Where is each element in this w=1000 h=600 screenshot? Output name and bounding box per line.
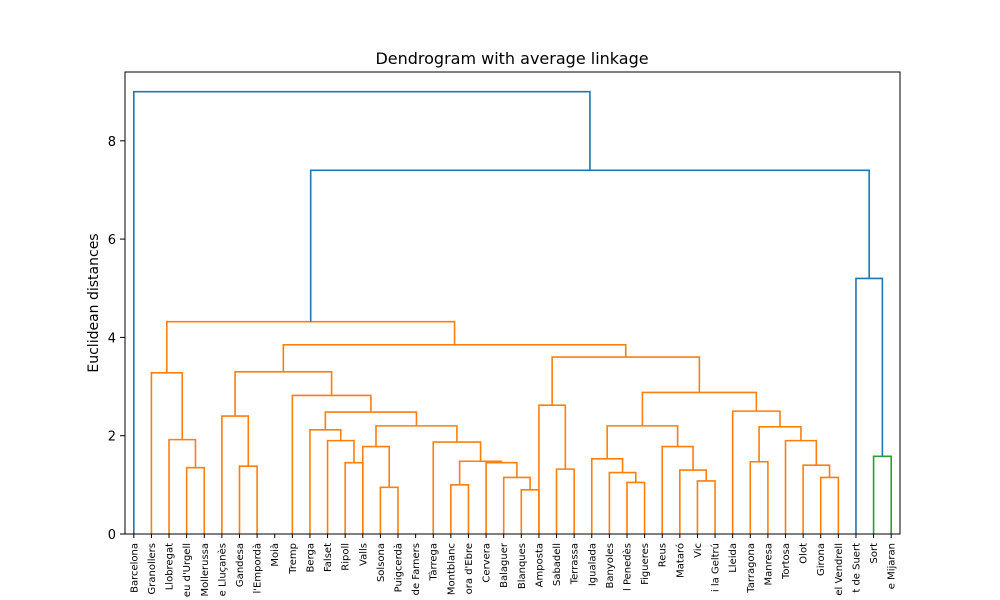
- leaf-label: Mataró: [674, 543, 686, 578]
- x-axis-leaf-labels: Barcelona Granollers Llobregat eu d'Urgell M…: [129, 534, 898, 597]
- leaf-label: Girona: [816, 543, 827, 576]
- dendrogram-link: [309, 169, 870, 322]
- leaf-label: Tortosa: [781, 543, 792, 580]
- dendrogram-link: [538, 404, 567, 534]
- dendrogram-link: [185, 466, 206, 534]
- leaf-label: Igualada: [587, 543, 598, 586]
- dendrogram-link: [502, 476, 531, 534]
- leaf-label: Berga: [305, 543, 316, 572]
- leaf-label: Montblanc: [446, 543, 457, 595]
- leaf-label: l'Empordà: [252, 543, 264, 593]
- leaf-label: Terrassa: [570, 543, 581, 585]
- leaf-label: eu d'Urgell: [182, 543, 193, 597]
- leaf-label: Solsona: [376, 543, 387, 582]
- y-tick-label: 2: [108, 430, 116, 445]
- y-tick-label: 6: [108, 233, 116, 248]
- leaf-label: Manresa: [763, 543, 774, 585]
- leaf-label: Falset: [323, 543, 334, 572]
- y-axis-label: Euclidean distances: [86, 233, 102, 372]
- leaf-label: Granollers: [147, 543, 158, 594]
- leaf-label: el Vendrell: [834, 543, 845, 596]
- leaf-label: Reus: [658, 543, 669, 567]
- dendrogram-link: [626, 481, 646, 534]
- dendrogram-link: [234, 371, 333, 417]
- leaf-label: ora d'Ebre: [464, 543, 475, 594]
- leaf-label: Vic: [693, 543, 704, 558]
- leaf-label: Figueres: [640, 543, 651, 585]
- dendrogram-link: [458, 460, 503, 485]
- leaf-label: Tremp: [288, 543, 299, 575]
- leaf-label: Ripoll: [341, 543, 352, 571]
- y-tick-label: 0: [108, 528, 116, 543]
- leaf-label: Sabadell: [552, 543, 563, 586]
- leaf-label: de Farners: [411, 543, 422, 595]
- leaf-label: t de Suert: [851, 543, 862, 593]
- dendrogram-link: [819, 476, 840, 534]
- chart-title: Dendrogram with average linkage: [375, 49, 648, 68]
- dendrogram-link: [133, 90, 591, 534]
- leaf-label: Gandesa: [235, 543, 246, 587]
- dendrogram-link: [361, 445, 391, 534]
- leaf-label: e Lluçanès: [216, 543, 228, 596]
- leaf-label: Amposta: [534, 543, 545, 587]
- leaf-label: Sort: [869, 543, 880, 564]
- plot-frame: [124, 71, 901, 535]
- y-tick-label: 8: [108, 135, 116, 150]
- dendrogram-link: [166, 320, 456, 373]
- plot-area: [125, 72, 900, 534]
- leaf-label: Olot: [799, 543, 810, 564]
- dendrogram-link: [379, 486, 399, 534]
- leaf-label: Banyoles: [605, 543, 616, 589]
- leaf-label: Tàrrega: [428, 543, 440, 582]
- leaf-label: Llobregat: [165, 543, 176, 590]
- dendrogram-link: [661, 445, 694, 534]
- leaf-label: e Mijaran: [887, 543, 898, 589]
- leaf-label: Moià: [269, 543, 281, 567]
- leaf-label: Blanques: [517, 543, 528, 589]
- leaf-label: Puigcerdà: [393, 543, 405, 592]
- dendrogram-link: [731, 410, 781, 534]
- dendrogram-link: [855, 277, 884, 534]
- leaf-label: Cervera: [482, 543, 493, 583]
- leaf-label: i la Geltrú: [710, 543, 722, 592]
- y-axis: 0 2 4 6 8: [108, 135, 125, 543]
- leaf-label: Lleida: [728, 543, 739, 573]
- dendrogram-link: [608, 471, 637, 534]
- dendrogram-link: [872, 455, 892, 534]
- leaf-label: l Penedès: [621, 543, 633, 591]
- dendrogram-link: [551, 356, 701, 406]
- leaf-label: Balaguer: [499, 542, 510, 588]
- dendrogram-link: [150, 371, 184, 534]
- leaf-label: Valls: [358, 543, 369, 566]
- leaf-label: Barcelona: [129, 543, 140, 593]
- leaf-label: Mollerussa: [200, 543, 211, 596]
- dendrogram-link: [282, 343, 627, 372]
- dendrogram-links: [133, 90, 892, 534]
- leaf-label: Tarragona: [746, 543, 757, 594]
- y-tick-label: 4: [108, 331, 116, 346]
- dendrogram-link: [324, 411, 418, 430]
- dendrogram-link: [221, 415, 250, 534]
